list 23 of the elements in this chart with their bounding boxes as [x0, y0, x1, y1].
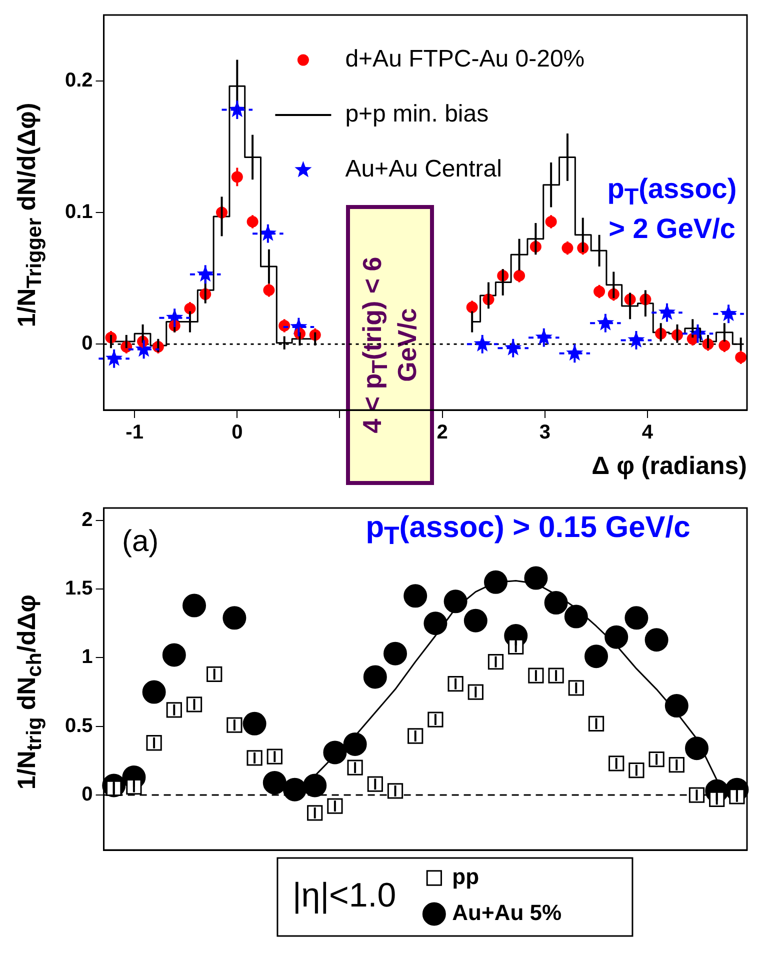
- legend-label: Au+Au 5%: [452, 900, 562, 926]
- x-tick-label: -1: [126, 422, 144, 444]
- legend-label: d+Au FTPC-Au 0-20%: [345, 46, 585, 73]
- legend-label: Au+Au Central: [345, 156, 502, 183]
- y-tick-label: 0: [82, 784, 93, 806]
- y-tick-label: 0.1: [64, 201, 93, 224]
- y-tick-label: 1.5: [64, 578, 93, 600]
- x-tick-label: 4: [642, 422, 654, 444]
- y-tick-label: 0.2: [64, 69, 93, 92]
- y-tick-label: 0.5: [64, 714, 93, 737]
- legend-label: p+p min. bias: [345, 100, 489, 128]
- legend-title: |η|<1.0: [292, 876, 396, 914]
- x-axis-title: Δ φ (radians): [592, 452, 747, 480]
- y-tick-label: 1: [82, 646, 93, 668]
- y-tick-label: 0: [82, 332, 93, 355]
- x-tick-label: 3: [539, 422, 550, 444]
- annotation: p$_{T}$(assoc) > 2 GeV/c: [606, 172, 738, 246]
- x-tick-label: 2: [436, 422, 448, 444]
- y-tick-label: 2: [82, 508, 93, 531]
- x-tick-label: 0: [232, 422, 243, 444]
- annotation: (a): [122, 524, 160, 560]
- legend-label: pp: [452, 864, 480, 890]
- annotation: p$_{T}$(assoc) > 0.15 GeV/c: [364, 510, 692, 551]
